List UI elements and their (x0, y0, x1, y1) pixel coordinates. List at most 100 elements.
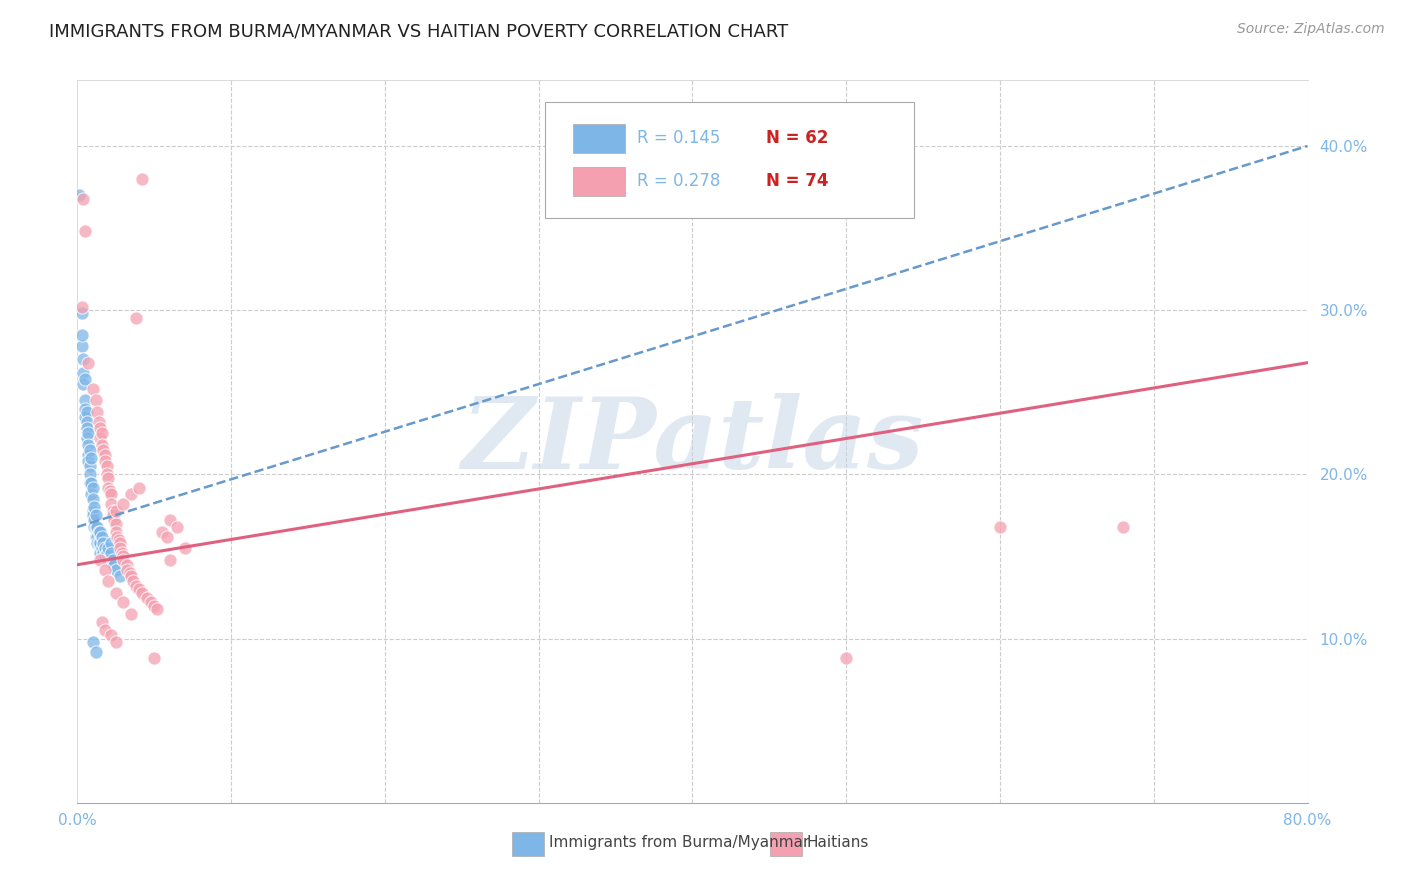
Point (90, 615, 114, 630)
Point (118, 566, 141, 580)
Point (96, 467, 118, 482)
Point (108, 533, 131, 547)
Point (90, 541, 114, 556)
Point (100, 487, 122, 501)
Point (111, 546, 134, 560)
Point (82, 382, 104, 396)
Point (70, 339, 93, 353)
Point (89, 431, 111, 445)
Point (70, 327, 93, 342)
Point (94, 454, 117, 468)
Point (159, 513, 181, 527)
Point (97, 553, 120, 567)
Point (84, 645, 107, 659)
Point (73, 224, 96, 238)
Point (110, 569, 132, 583)
Point (120, 607, 142, 621)
Point (97, 541, 120, 556)
Text: R = 0.278: R = 0.278 (637, 172, 720, 190)
Point (76, 431, 98, 445)
Point (77, 426, 100, 441)
Point (96, 546, 118, 560)
Point (72, 377, 94, 392)
Point (159, 553, 181, 567)
Point (104, 503, 127, 517)
Point (988, 520, 1011, 534)
Point (115, 558, 138, 572)
Point (84, 520, 107, 534)
Point (87, 524, 110, 539)
Point (73, 393, 96, 408)
Text: Haitians: Haitians (807, 835, 869, 850)
Point (135, 591, 157, 605)
Point (112, 595, 135, 609)
Point (146, 602, 169, 616)
Point (89, 536, 111, 550)
Point (110, 536, 132, 550)
Point (73, 401, 96, 416)
Point (125, 579, 148, 593)
Text: IMMIGRANTS FROM BURMA/MYANMAR VS HAITIAN POVERTY CORRELATION CHART: IMMIGRANTS FROM BURMA/MYANMAR VS HAITIAN… (49, 22, 789, 40)
Point (94, 549, 117, 564)
Point (128, 582, 150, 597)
Point (174, 541, 197, 556)
Point (112, 497, 135, 511)
Point (79, 475, 101, 490)
Point (82, 508, 104, 523)
Text: R = 0.145: R = 0.145 (637, 129, 720, 147)
Point (72, 352, 94, 367)
Point (100, 497, 122, 511)
Point (70, 306, 93, 320)
Point (143, 651, 166, 665)
Point (100, 628, 122, 642)
Point (97, 481, 120, 495)
Text: N = 62: N = 62 (766, 129, 828, 147)
Point (90, 530, 114, 544)
Point (82, 481, 104, 495)
Point (72, 192, 94, 206)
FancyBboxPatch shape (770, 832, 801, 855)
Point (93, 536, 115, 550)
Point (125, 311, 148, 326)
Point (104, 524, 127, 539)
Point (90, 438, 114, 452)
Point (97, 470, 120, 484)
Point (104, 563, 127, 577)
Point (94, 448, 117, 462)
Point (82, 491, 104, 506)
Point (93, 442, 115, 457)
Point (141, 595, 163, 609)
Point (77, 356, 100, 370)
Point (128, 481, 150, 495)
Point (150, 524, 173, 539)
Point (73, 372, 96, 386)
Point (86, 405, 108, 419)
Point (79, 459, 101, 474)
Point (112, 549, 135, 564)
Point (112, 553, 135, 567)
Point (83, 500, 105, 515)
Point (79, 442, 101, 457)
Point (105, 530, 128, 544)
Point (104, 635, 127, 649)
Point (120, 487, 142, 501)
FancyBboxPatch shape (574, 167, 624, 196)
Point (98, 483, 121, 498)
Point (115, 563, 138, 577)
Point (100, 536, 122, 550)
Point (90, 426, 114, 441)
Point (97, 574, 120, 588)
Point (76, 415, 98, 429)
Point (166, 520, 188, 534)
Point (155, 530, 177, 544)
Point (103, 558, 125, 572)
Point (86, 530, 108, 544)
Text: Immigrants from Burma/Myanmar: Immigrants from Burma/Myanmar (548, 835, 808, 850)
Point (76, 405, 98, 419)
Point (87, 536, 110, 550)
Point (80, 475, 103, 490)
Point (70, 300, 93, 314)
FancyBboxPatch shape (512, 832, 544, 855)
FancyBboxPatch shape (546, 102, 914, 218)
Point (89, 546, 111, 560)
